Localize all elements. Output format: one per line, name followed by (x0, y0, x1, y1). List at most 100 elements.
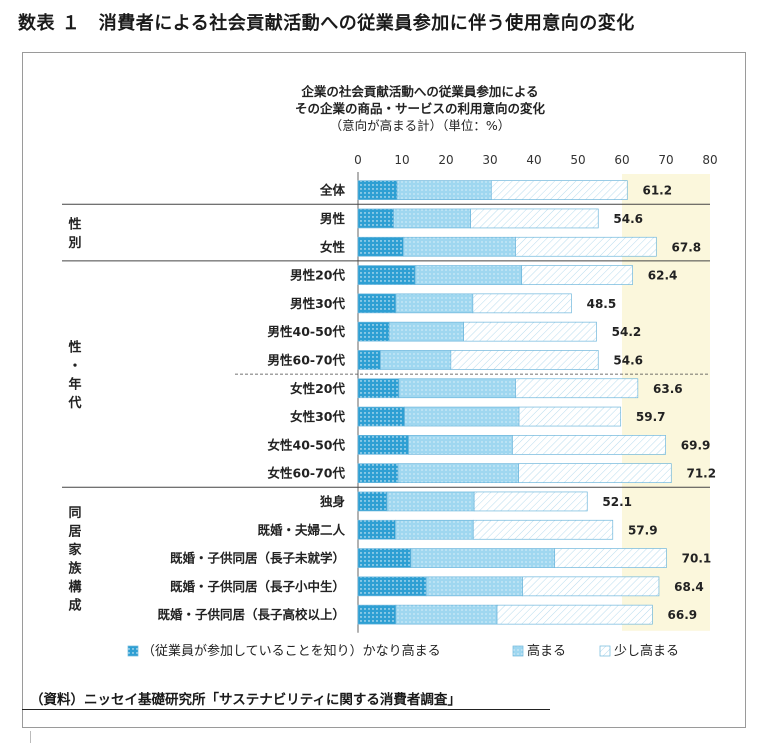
bar-segment-slightly-high (522, 576, 660, 597)
total-value-label: 57.9 (628, 523, 658, 537)
x-tick-label: 30 (482, 153, 497, 167)
legend-swatch (512, 645, 524, 657)
group-label-char: 年 (68, 376, 81, 392)
bar-segment-slightly-high (518, 463, 672, 483)
legend-swatch (127, 645, 139, 657)
x-tick-label: 80 (702, 153, 717, 167)
group-label-char: 家 (68, 542, 82, 558)
bar-segment-high (393, 208, 471, 229)
x-tick-label: 40 (526, 153, 541, 167)
bar-segment-very-high (357, 576, 427, 597)
x-tick-label: 50 (570, 153, 585, 167)
bar-segment-very-high (357, 265, 416, 285)
bar-segment-very-high (357, 321, 390, 342)
total-value-label: 67.8 (672, 240, 702, 254)
category-label: 女性 (320, 239, 346, 254)
bar-segment-slightly-high (518, 406, 622, 427)
total-value-label: 69.9 (681, 438, 711, 452)
total-value-label: 52.1 (602, 495, 632, 509)
source-note: （資料）ニッセイ基礎研究所「サステナビリティに関する消費者調査」 (30, 692, 461, 708)
bar-segment-slightly-high (521, 265, 633, 285)
group-label-char: 居 (68, 524, 81, 539)
x-tick-label: 60 (614, 153, 629, 167)
page-corner-mark (30, 731, 41, 743)
bar-segment-very-high (357, 208, 394, 229)
bar-segment-slightly-high (473, 491, 588, 512)
bar-segment-slightly-high (472, 519, 614, 540)
total-value-label: 62.4 (648, 269, 678, 283)
x-tick-label: 0 (354, 153, 362, 167)
total-value-label: 48.5 (587, 297, 617, 311)
bar-segment-high (414, 265, 523, 285)
category-label: 既婚・子供同居（長子未就学） (170, 551, 345, 566)
bar-segment-high (404, 406, 520, 427)
bar-segment-high (397, 463, 519, 483)
x-tick-label: 70 (658, 153, 673, 167)
total-value-label: 70.1 (682, 552, 712, 566)
group-label-char: 性 (68, 216, 81, 232)
total-value-label: 61.2 (642, 184, 672, 198)
category-label: 男性40-50代 (268, 324, 346, 339)
bar-segment-high (395, 519, 474, 540)
bar-segment-high (395, 604, 498, 625)
bar-segment-high (395, 293, 474, 314)
total-value-label: 71.2 (686, 467, 716, 481)
group-label-char: 代 (67, 395, 81, 411)
bar-segment-slightly-high (515, 378, 639, 399)
bar-segment-slightly-high (490, 180, 628, 200)
total-value-label: 63.6 (653, 382, 683, 396)
bar-segment-high (386, 491, 475, 512)
group-label-char: 同 (68, 506, 81, 521)
category-label: 男性60-70代 (268, 352, 346, 367)
bar-segment-slightly-high (472, 293, 572, 314)
bar-segment-high (388, 321, 464, 342)
bar-segment-very-high (357, 519, 396, 540)
bar-segment-slightly-high (554, 548, 667, 568)
bar-segment-very-high (357, 293, 397, 314)
total-value-label: 54.6 (613, 353, 643, 367)
group-label-char: 性 (68, 339, 81, 355)
x-tick-label: 20 (438, 153, 453, 167)
bar-segment-slightly-high (512, 435, 666, 455)
total-value-label: 59.7 (636, 410, 666, 424)
source-underline (22, 709, 550, 710)
total-value-label: 68.4 (674, 580, 704, 594)
bar-segment-slightly-high (515, 236, 657, 257)
bar-segment-very-high (357, 406, 405, 427)
bar-segment-slightly-high (463, 321, 597, 342)
category-label: 既婚・子供同居（長子小中生） (170, 579, 345, 594)
category-label: 男性 (320, 211, 346, 226)
bar-segment-high (398, 378, 516, 399)
bar-segment-high (410, 548, 556, 568)
group-label-char: 族 (68, 560, 82, 576)
bar-segment-very-high (357, 236, 404, 257)
page-title: 数表 １ 消費者による社会貢献活動への従業員参加に伴う使用意向の変化 (18, 13, 635, 34)
bar-segment-high (425, 576, 523, 597)
bar-segment-slightly-high (450, 350, 599, 370)
category-label: 女性40-50代 (268, 437, 346, 452)
total-value-label: 66.9 (668, 608, 698, 622)
bar-segment-high (396, 180, 492, 200)
chart-title-line-2: その企業の商品・サービスの利用意向の変化 (295, 101, 546, 116)
category-label: 男性20代 (290, 268, 345, 283)
category-label: 独身 (319, 494, 346, 509)
legend-label: 少し高まる (614, 643, 679, 659)
category-label: 女性60-70代 (268, 466, 346, 481)
group-label-char: ・ (68, 359, 81, 374)
category-label: 全体 (319, 183, 346, 198)
bar-segment-high (380, 350, 452, 370)
total-value-label: 54.6 (613, 212, 643, 226)
category-label: 女性20代 (290, 381, 345, 396)
bar-segment-very-high (357, 180, 398, 200)
legend-label: 高まる (527, 643, 566, 659)
bar-segment-high (402, 236, 516, 257)
bar-segment-very-high (357, 435, 409, 455)
chart-frame (22, 52, 746, 728)
category-label: 男性30代 (290, 296, 345, 311)
chart-title-line-1: 企業の社会貢献活動への従業員参加による (300, 84, 538, 99)
bar-segment-high (408, 435, 513, 455)
group-label-char: 構 (68, 579, 81, 595)
bar-segment-very-high (357, 378, 400, 399)
group-label-char: 別 (67, 236, 81, 251)
